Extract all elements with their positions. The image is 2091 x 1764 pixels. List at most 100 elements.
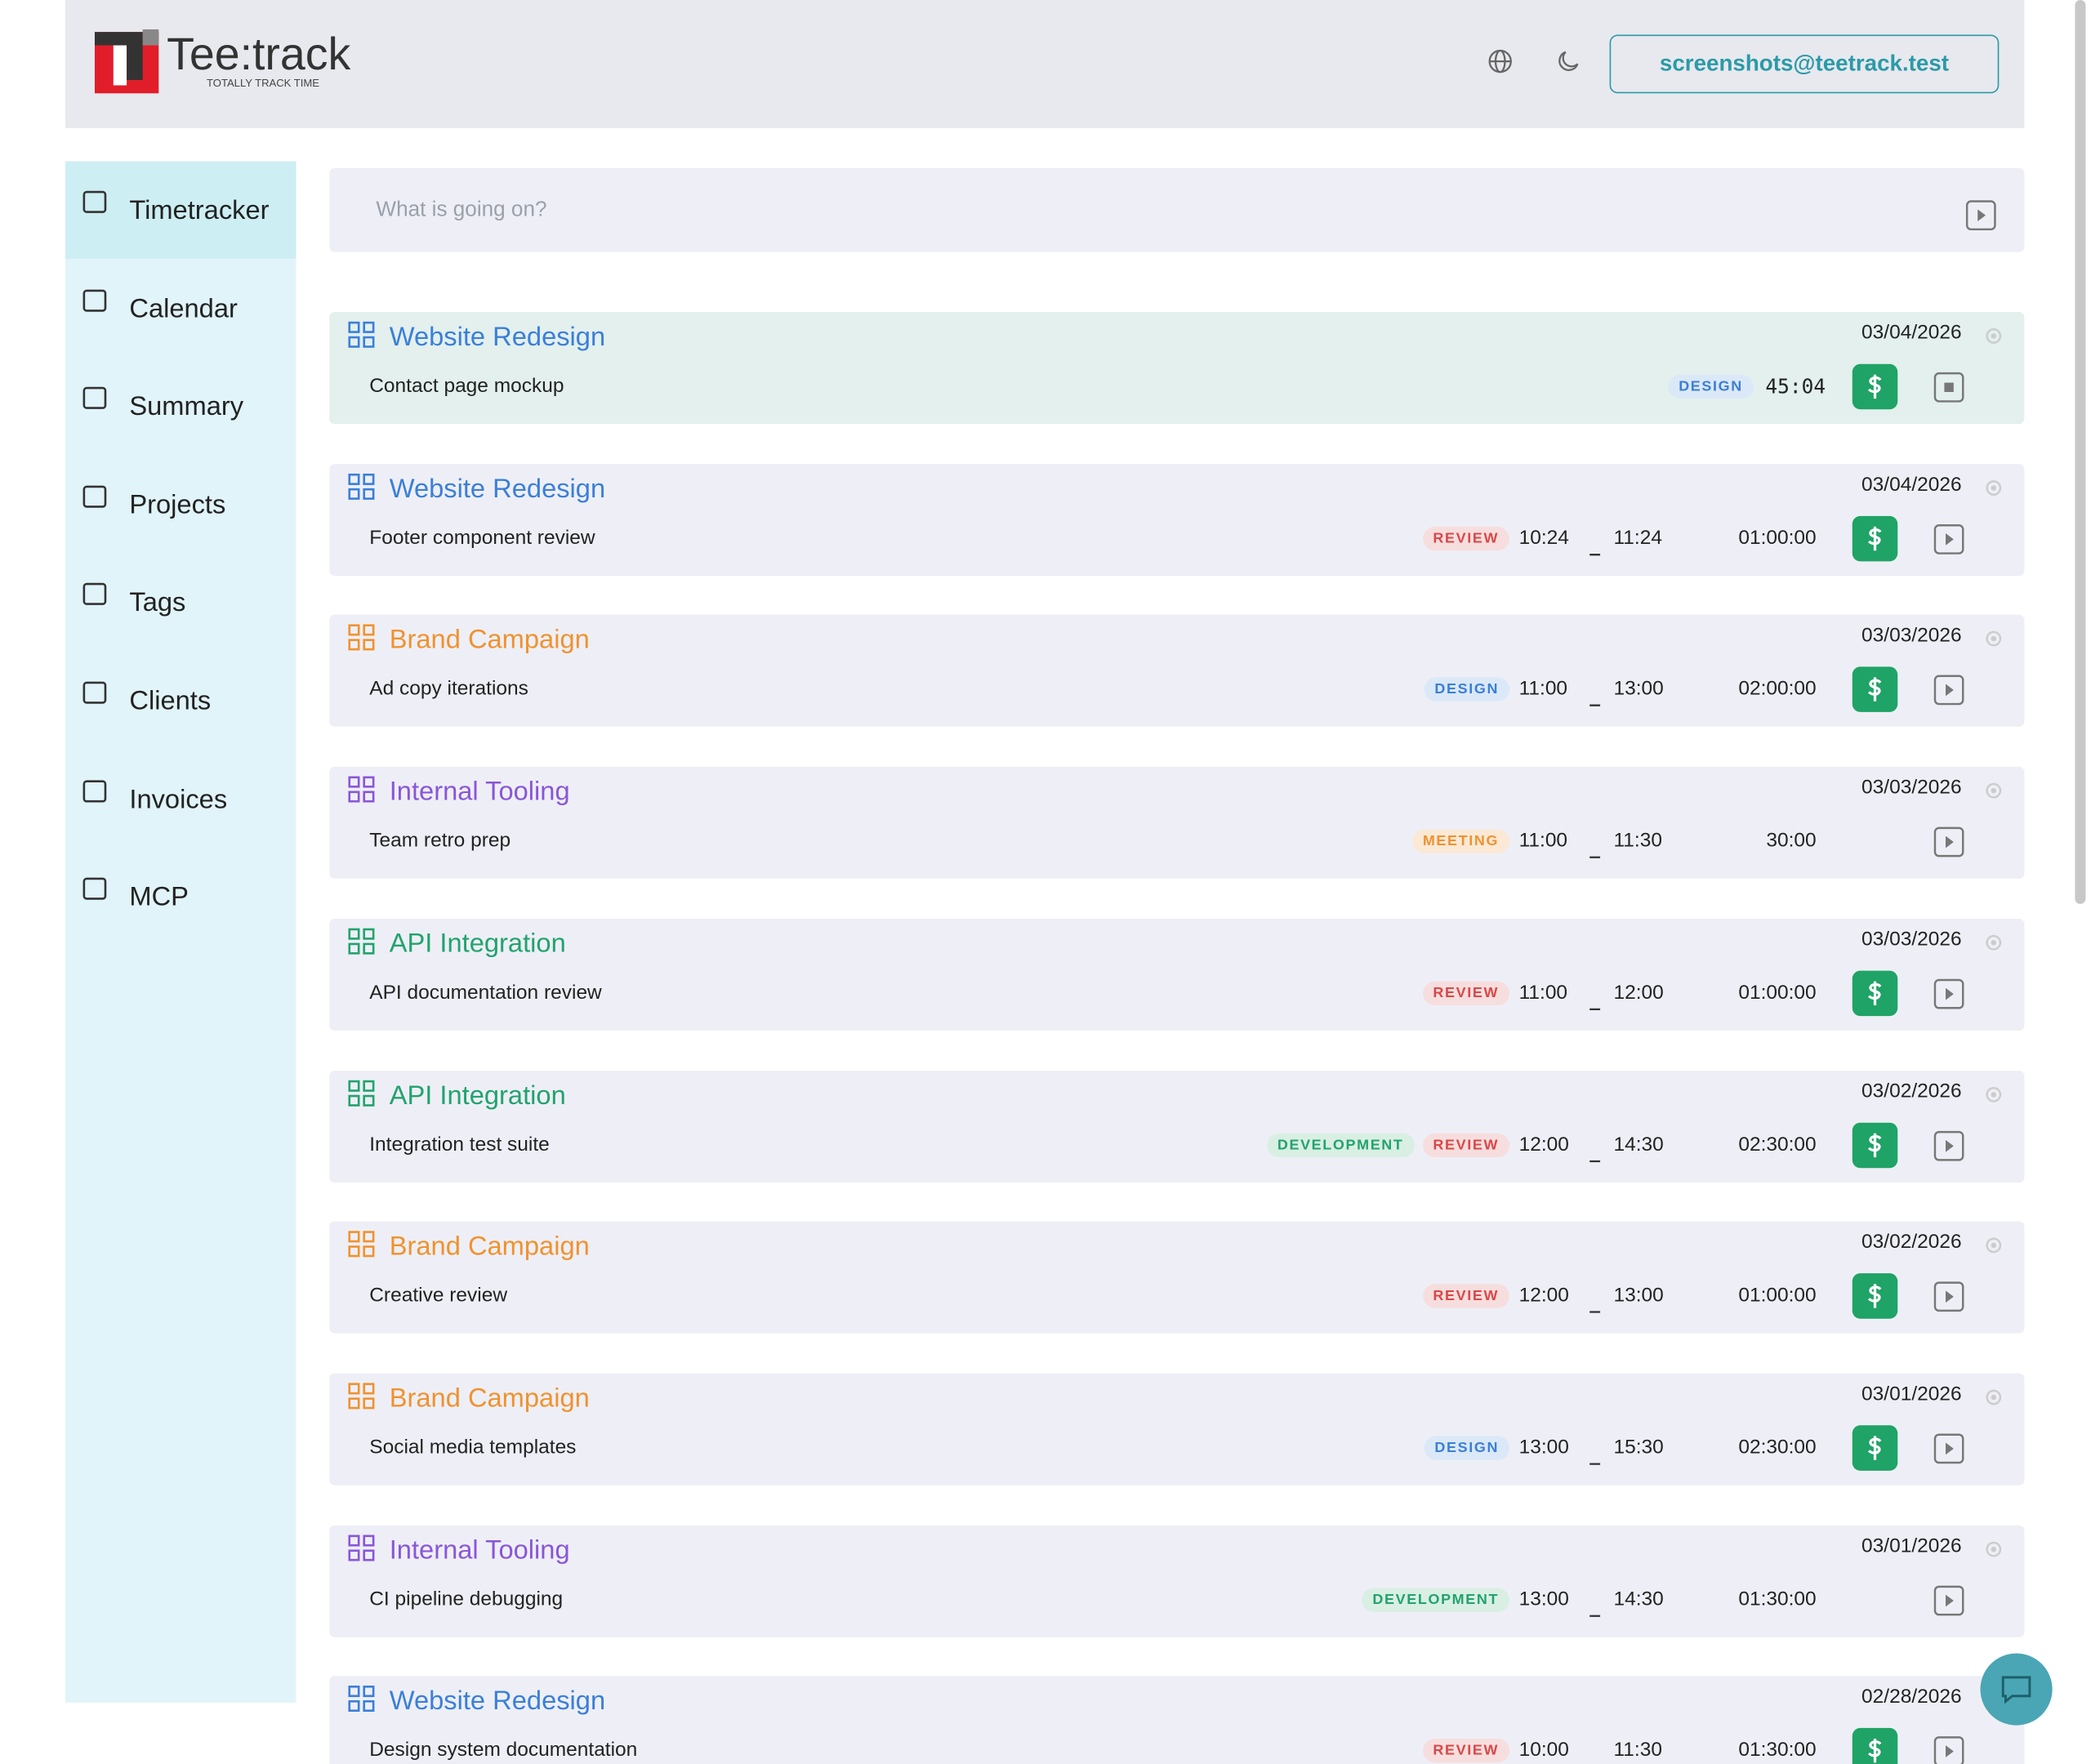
- settings-icon: [1983, 932, 2004, 960]
- tag-list: DESIGN: [1660, 374, 1754, 399]
- project-name: API Integration: [389, 929, 566, 959]
- time-entry: Website Redesign Footer component review 0…: [329, 463, 2025, 576]
- entry-date: 03/01/2026: [1861, 1534, 1962, 1557]
- project-icon: [348, 1534, 375, 1568]
- start-time: 11:00: [1518, 678, 1568, 701]
- project-name: Website Redesign: [389, 474, 606, 504]
- chat-button[interactable]: [1980, 1653, 2053, 1726]
- sidebar: Timetracker Calendar Summary Projects Tags Cl…: [65, 161, 296, 1703]
- tag-list: REVIEW: [1415, 1739, 1510, 1763]
- entry-date: 03/03/2026: [1861, 927, 1962, 951]
- billable-button[interactable]: [1852, 1273, 1898, 1319]
- nav-item[interactable]: Tags: [65, 554, 296, 651]
- billable-button[interactable]: [1852, 970, 1898, 1016]
- entry-date: 03/01/2026: [1861, 1382, 1962, 1405]
- nav-item[interactable]: MCP: [65, 849, 296, 946]
- entry-date: 03/04/2026: [1861, 473, 1962, 496]
- duration: 01:00:00: [1738, 1284, 1817, 1307]
- project-icon: [348, 928, 375, 961]
- continue-button[interactable]: [1933, 1433, 1965, 1472]
- billable-button[interactable]: [1852, 1728, 1898, 1764]
- duration: 30:00: [1766, 829, 1817, 853]
- continue-button[interactable]: [1933, 1130, 1965, 1169]
- time-separator: [1589, 1600, 1601, 1624]
- nav-label: Projects: [129, 490, 226, 520]
- tag-list: MEETING: [1404, 829, 1510, 854]
- nav-item[interactable]: Timetracker: [65, 161, 296, 259]
- duration: 01:30:00: [1738, 1739, 1817, 1762]
- project-name: Brand Campaign: [389, 1383, 590, 1414]
- time-separator: [1589, 538, 1601, 562]
- entry-description: Footer component review: [369, 526, 595, 550]
- project-name: Website Redesign: [389, 1686, 606, 1717]
- time-separator: [1589, 1751, 1600, 1764]
- time-entry: Brand Campaign Ad copy iterations 03/03/20…: [329, 615, 2025, 728]
- settings-icon: [1983, 325, 2004, 353]
- settings-icon: [1983, 1084, 2004, 1111]
- entry-description: CI pipeline debugging: [369, 1587, 564, 1610]
- time-separator: [1589, 993, 1601, 1017]
- theme-button[interactable]: [1555, 48, 1582, 75]
- nav-icon: [82, 875, 111, 911]
- settings-icon: [1983, 1538, 2004, 1566]
- entry-description: Design system documentation: [369, 1739, 638, 1762]
- project-icon: [348, 321, 375, 354]
- billable-button[interactable]: [1852, 515, 1898, 561]
- nav-item[interactable]: Invoices: [65, 751, 296, 848]
- end-time: 15:30: [1613, 1436, 1664, 1459]
- settings-icon: [1983, 629, 2004, 657]
- continue-button[interactable]: [1933, 1584, 1965, 1624]
- continue-button[interactable]: [1933, 1736, 1965, 1764]
- billable-button[interactable]: [1852, 666, 1898, 713]
- settings-icon: [1983, 477, 2004, 505]
- start-time: 12:00: [1518, 1132, 1569, 1156]
- duration: 02:30:00: [1738, 1132, 1817, 1156]
- continue-button[interactable]: [1933, 675, 1965, 714]
- nav-label: Timetracker: [129, 195, 270, 225]
- project-icon: [348, 473, 375, 506]
- time-entry: Brand Campaign Social media templates 03/0…: [329, 1373, 2025, 1486]
- nav-item[interactable]: Summary: [65, 358, 296, 455]
- start-time: 10:00: [1518, 1739, 1569, 1762]
- time-separator: [1589, 1296, 1601, 1320]
- settings-icon: [1983, 780, 2004, 808]
- time-entry: Website Redesign Design system documentat…: [329, 1676, 2025, 1764]
- tag-list: DESIGN: [1416, 678, 1510, 702]
- tag: REVIEW: [1422, 1284, 1510, 1308]
- continue-button[interactable]: [1933, 826, 1965, 865]
- end-time: 11:30: [1613, 1739, 1662, 1762]
- billable-button[interactable]: [1852, 1425, 1898, 1471]
- nav-item[interactable]: Clients: [65, 652, 296, 749]
- nav-label: Calendar: [129, 294, 238, 324]
- continue-button[interactable]: [1933, 978, 1965, 1017]
- tag: REVIEW: [1422, 1739, 1510, 1763]
- nav-label: MCP: [129, 883, 189, 913]
- project-name: Internal Tooling: [389, 777, 570, 807]
- project-icon: [348, 1686, 375, 1719]
- tag: DEVELOPMENT: [1266, 1132, 1415, 1157]
- start-button[interactable]: [1965, 200, 1998, 232]
- user-button[interactable]: screenshots@teetrack.test: [1609, 34, 2000, 94]
- project-name: Brand Campaign: [389, 626, 590, 656]
- project-icon: [348, 625, 375, 658]
- logo-text: Tee:track: [167, 29, 351, 80]
- tag-list: DEVELOPMENT: [1354, 1587, 1510, 1612]
- stop-button[interactable]: [1933, 372, 1965, 411]
- continue-button[interactable]: [1933, 1281, 1965, 1320]
- entry-input[interactable]: What is going on?: [329, 167, 2025, 252]
- nav-icon: [82, 581, 111, 617]
- nav-item[interactable]: Calendar: [65, 260, 296, 357]
- project-icon: [348, 1231, 375, 1264]
- end-time: 13:00: [1613, 678, 1664, 701]
- billable-button[interactable]: [1852, 1121, 1898, 1168]
- entry-date: 03/03/2026: [1861, 776, 1962, 800]
- duration: 02:30:00: [1738, 1436, 1817, 1459]
- nav-icon: [82, 679, 111, 715]
- time-separator: [1589, 1448, 1601, 1472]
- tag: DESIGN: [1668, 374, 1754, 399]
- billable-button[interactable]: [1852, 363, 1898, 410]
- nav-item[interactable]: Projects: [65, 456, 296, 553]
- language-button[interactable]: [1487, 48, 1514, 75]
- duration: 01:30:00: [1738, 1587, 1817, 1610]
- continue-button[interactable]: [1933, 523, 1965, 562]
